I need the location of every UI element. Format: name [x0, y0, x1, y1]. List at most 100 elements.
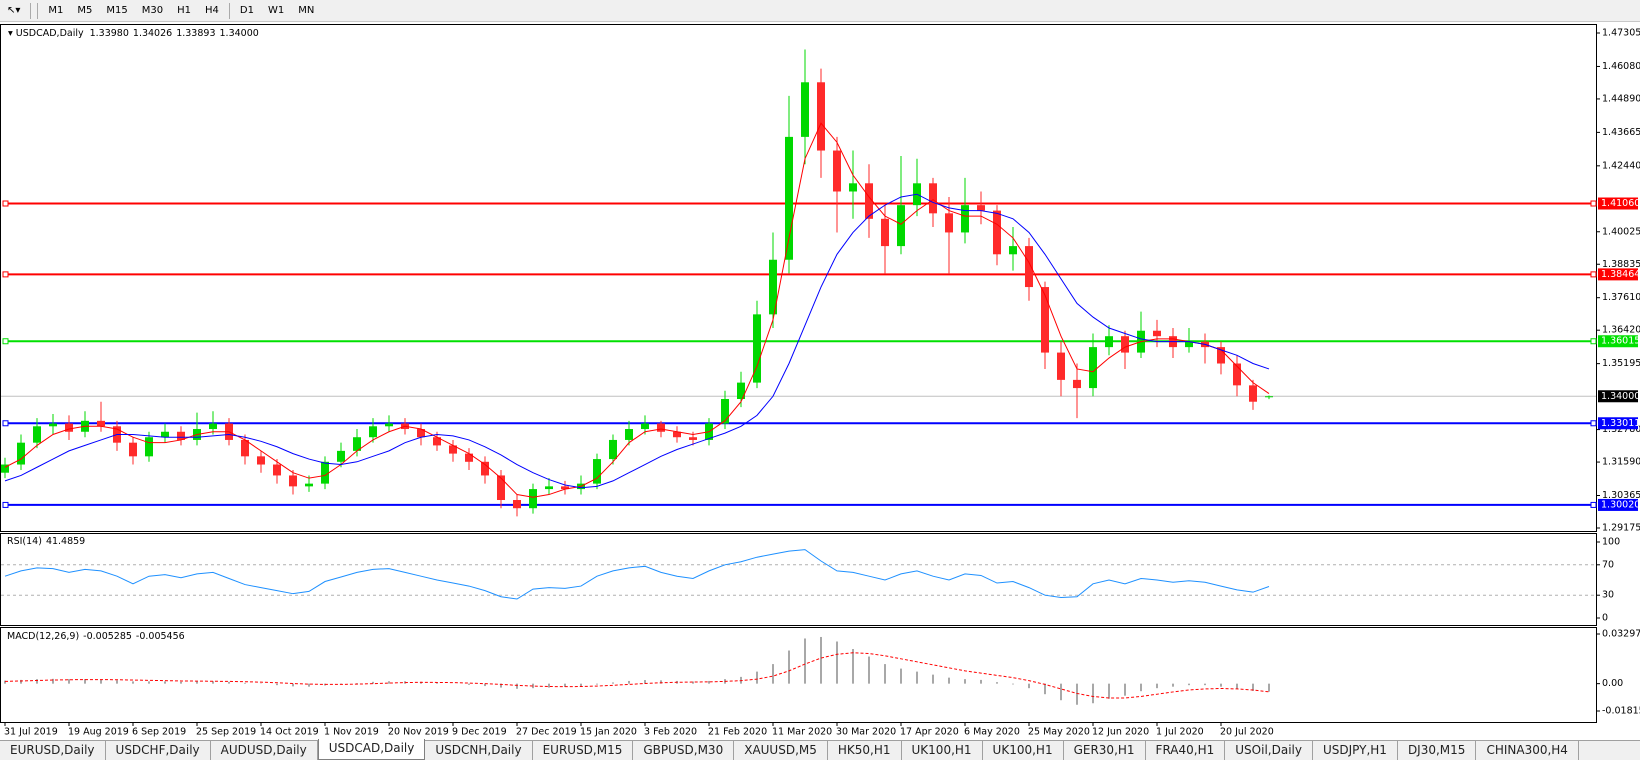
- x-tick-label: 17 Apr 2020: [900, 727, 959, 738]
- x-tick-label: 19 Aug 2019: [68, 727, 129, 738]
- candle-body: [1233, 363, 1241, 386]
- y-tick-label: -0.018154: [1602, 706, 1640, 717]
- candle-body: [753, 314, 761, 383]
- candle-body: [865, 183, 873, 219]
- chart-tab[interactable]: HK50,H1: [828, 741, 902, 760]
- header-arrow: ▾: [8, 28, 16, 39]
- candle-body: [529, 489, 537, 509]
- y-tick-label: 1.31590: [1602, 457, 1640, 468]
- candle-body: [1249, 385, 1257, 402]
- level-handle: [1590, 271, 1597, 278]
- candle-body: [65, 423, 73, 432]
- candle-body: [769, 259, 777, 315]
- candle-body: [433, 437, 441, 446]
- cursor-tool[interactable]: ↖▾: [7, 5, 21, 16]
- timeframe-button[interactable]: MN: [298, 5, 315, 16]
- x-tick-label: 27 Dec 2019: [516, 727, 577, 738]
- chart-tab[interactable]: USDCHF,Daily: [106, 741, 211, 760]
- level-price-label: 1.30020: [1601, 499, 1640, 510]
- chart-tab[interactable]: AUDUSD,Daily: [211, 741, 318, 760]
- level-handle: [2, 200, 9, 207]
- x-tick-label: 21 Feb 2020: [708, 727, 767, 738]
- chart-tab[interactable]: UK100,H1: [983, 741, 1064, 760]
- candle-body: [497, 475, 505, 501]
- timeframe-button[interactable]: M5: [77, 5, 93, 16]
- candle-body: [897, 205, 905, 247]
- candle-body: [177, 431, 185, 440]
- candle-body: [321, 461, 329, 484]
- chart-tab[interactable]: USDCAD,Daily: [317, 739, 426, 760]
- candle-body: [1153, 330, 1161, 337]
- chart-tab[interactable]: EURUSD,M15: [533, 741, 634, 760]
- candle-body: [417, 429, 425, 438]
- chart-tab[interactable]: DJ30,M15: [1398, 741, 1477, 760]
- candle-body: [385, 423, 393, 427]
- candle-body: [49, 423, 57, 427]
- level-price-box: [1598, 417, 1638, 430]
- level-price-box: [1598, 498, 1638, 511]
- candle-body: [257, 456, 265, 465]
- rsi-label: RSI(14) 41.4859: [7, 536, 85, 547]
- x-tick-label: 31 Jul 2019: [4, 727, 58, 738]
- level-handle: [2, 338, 9, 345]
- y-tick-label: 1.40025: [1602, 226, 1640, 237]
- candle-body: [849, 183, 857, 192]
- chart-tab[interactable]: GER30,H1: [1064, 741, 1146, 760]
- candle-body: [993, 210, 1001, 255]
- timeframe-button[interactable]: M30: [141, 5, 164, 16]
- y-tick-label: 1.46080: [1602, 61, 1640, 72]
- y-tick-label: 0: [1602, 613, 1608, 624]
- chart-tab[interactable]: USDCNH,Daily: [425, 741, 533, 760]
- candle-body: [545, 486, 553, 490]
- level-handle: [2, 271, 9, 278]
- level-handle: [2, 420, 9, 427]
- y-tick-label: 1.29175: [1602, 523, 1640, 534]
- x-tick-label: 30 Mar 2020: [836, 727, 896, 738]
- x-tick-label: 3 Feb 2020: [644, 727, 697, 738]
- level-price-label: 1.36015: [1601, 336, 1640, 347]
- chart-tab[interactable]: USDJPY,H1: [1313, 741, 1398, 760]
- macd-panel: [0, 627, 1597, 723]
- x-tick-label: 9 Dec 2019: [452, 727, 507, 738]
- chart-tab[interactable]: UK100,H1: [902, 741, 983, 760]
- timeframe-button[interactable]: D1: [239, 5, 254, 16]
- x-tick-label: 25 Sep 2019: [196, 727, 256, 738]
- candle-body: [977, 205, 985, 211]
- candle-body: [1009, 246, 1017, 255]
- candle-body: [561, 486, 569, 490]
- level-price-label: 1.33011: [1601, 418, 1640, 429]
- candle-body: [353, 437, 361, 451]
- candle-body: [881, 218, 889, 247]
- candle-body: [1105, 336, 1113, 348]
- macd-signal-line: [4, 652, 1270, 699]
- candle-body: [1121, 336, 1129, 353]
- candle-body: [97, 420, 105, 427]
- timeframe-button[interactable]: M1: [48, 5, 64, 16]
- candle-body: [689, 437, 697, 440]
- chart-tab[interactable]: USOil,Daily: [1225, 741, 1313, 760]
- macd-name: MACD(12,26,9): [7, 631, 79, 642]
- x-tick-label: 20 Nov 2019: [388, 727, 449, 738]
- x-tick-label: 6 Sep 2019: [132, 727, 186, 738]
- level-price-label: 1.41060: [1601, 198, 1640, 209]
- timeframe-button[interactable]: H4: [205, 5, 219, 16]
- chart-tab[interactable]: GBPUSD,M30: [633, 741, 735, 760]
- chart-tab[interactable]: XAUUSD,M5: [734, 741, 828, 760]
- level-handle: [1590, 420, 1597, 427]
- chart-tab[interactable]: EURUSD,Daily: [0, 741, 106, 760]
- candle-body: [33, 426, 41, 443]
- last-price-box: [1598, 390, 1638, 403]
- symbol: USDCAD,Daily: [16, 28, 84, 39]
- x-tick-label: 1 Jul 2020: [1156, 727, 1204, 738]
- chart-tab[interactable]: CHINA300,H4: [1476, 741, 1579, 760]
- y-tick-label: 1.36420: [1602, 325, 1640, 336]
- timeframe-button[interactable]: H1: [177, 5, 192, 16]
- candle-body: [961, 205, 969, 233]
- level-handle: [1590, 200, 1597, 207]
- timeframe-button[interactable]: W1: [267, 5, 285, 16]
- timeframe-button[interactable]: M15: [106, 5, 128, 16]
- candle-body: [673, 431, 681, 438]
- chart-tab[interactable]: FRA40,H1: [1146, 741, 1226, 760]
- chart-header: ▾ USDCAD,Daily 1.33980 1.34026 1.33893 1.340…: [8, 28, 259, 39]
